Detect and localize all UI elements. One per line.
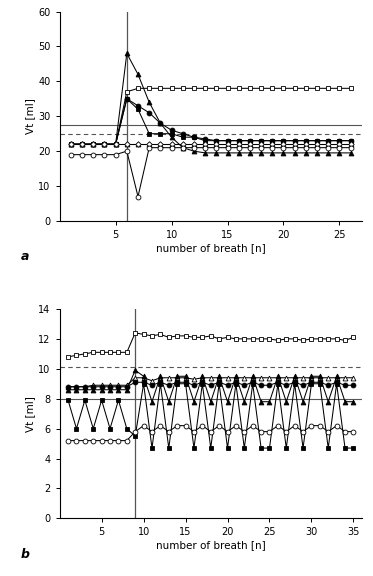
Y-axis label: Vt [ml]: Vt [ml] — [25, 396, 35, 431]
Text: b: b — [21, 548, 29, 560]
Text: a: a — [21, 251, 29, 263]
X-axis label: number of breath [n]: number of breath [n] — [156, 242, 266, 253]
Y-axis label: Vt [ml]: Vt [ml] — [25, 98, 35, 134]
X-axis label: number of breath [n]: number of breath [n] — [156, 540, 266, 550]
